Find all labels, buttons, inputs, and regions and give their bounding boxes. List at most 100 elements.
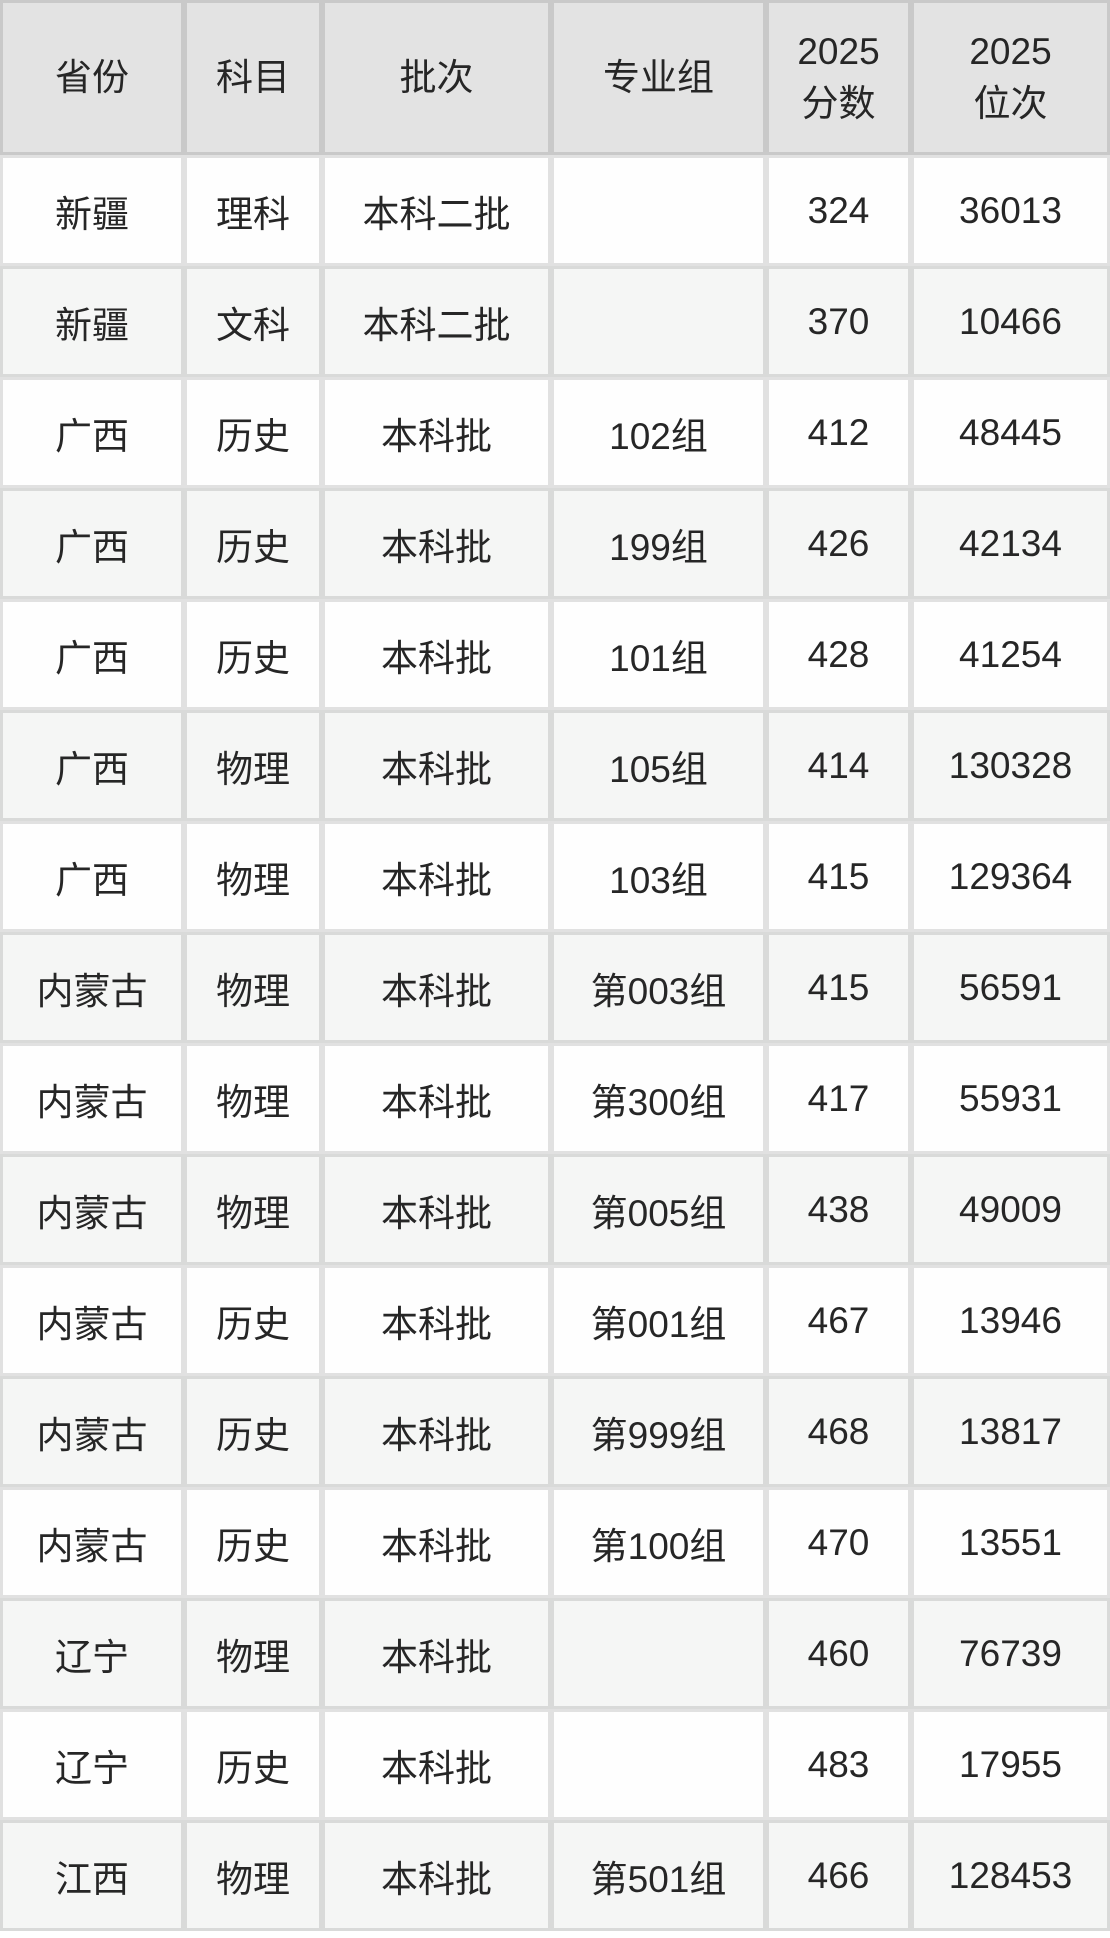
cell-major-group: 105组 — [551, 710, 766, 821]
cell-major-group: 101组 — [551, 599, 766, 710]
table-row: 内蒙古 物理 本科批 第003组 415 56591 — [0, 932, 1110, 1043]
cell-score-2025: 415 — [766, 932, 911, 1043]
cell-province: 广西 — [0, 710, 184, 821]
cell-score-2025: 426 — [766, 488, 911, 599]
cell-batch: 本科批 — [322, 1820, 551, 1931]
cell-score-2025: 414 — [766, 710, 911, 821]
col-header-batch-label: 批次 — [399, 56, 474, 98]
cell-score-2025: 438 — [766, 1154, 911, 1265]
col-header-rank-2025: 2025 位次 — [911, 0, 1110, 155]
cell-major-group: 第003组 — [551, 932, 766, 1043]
col-header-major-group: 专业组 — [551, 0, 766, 155]
table-row: 广西 历史 本科批 102组 412 48445 — [0, 377, 1110, 488]
cell-province: 广西 — [0, 599, 184, 710]
table-row: 新疆 文科 本科二批 370 10466 — [0, 266, 1110, 377]
cell-province: 辽宁 — [0, 1709, 184, 1820]
col-header-score-2025: 2025 分数 — [766, 0, 911, 155]
cell-major-group — [551, 266, 766, 377]
cell-subject: 历史 — [184, 599, 322, 710]
cell-province: 内蒙古 — [0, 1154, 184, 1265]
cell-score-2025: 428 — [766, 599, 911, 710]
cell-major-group: 第100组 — [551, 1487, 766, 1598]
col-header-score-2025-label: 分数 — [801, 82, 876, 124]
cell-rank-2025: 42134 — [911, 488, 1110, 599]
cell-province: 内蒙古 — [0, 932, 184, 1043]
cell-rank-2025: 13551 — [911, 1487, 1110, 1598]
cell-subject: 物理 — [184, 932, 322, 1043]
cell-subject: 物理 — [184, 821, 322, 932]
table-row: 江西 物理 本科批 第501组 466 128453 — [0, 1820, 1110, 1931]
table-row: 内蒙古 物理 本科批 第005组 438 49009 — [0, 1154, 1110, 1265]
cell-rank-2025: 128453 — [911, 1820, 1110, 1931]
cell-province: 新疆 — [0, 266, 184, 377]
cell-score-2025: 470 — [766, 1487, 911, 1598]
cell-rank-2025: 56591 — [911, 932, 1110, 1043]
col-header-batch: 批次 — [322, 0, 551, 155]
cell-rank-2025: 48445 — [911, 377, 1110, 488]
cell-batch: 本科批 — [322, 1154, 551, 1265]
cell-major-group: 第501组 — [551, 1820, 766, 1931]
cell-major-group: 第300组 — [551, 1043, 766, 1154]
cell-rank-2025: 41254 — [911, 599, 1110, 710]
cell-score-2025: 467 — [766, 1265, 911, 1376]
cell-province: 江西 — [0, 1820, 184, 1931]
cell-score-2025: 483 — [766, 1709, 911, 1820]
cell-major-group: 第005组 — [551, 1154, 766, 1265]
cell-major-group: 102组 — [551, 377, 766, 488]
cell-province: 内蒙古 — [0, 1376, 184, 1487]
cell-rank-2025: 13946 — [911, 1265, 1110, 1376]
cell-major-group: 199组 — [551, 488, 766, 599]
cell-major-group: 第999组 — [551, 1376, 766, 1487]
table-row: 广西 历史 本科批 101组 428 41254 — [0, 599, 1110, 710]
cell-subject: 物理 — [184, 710, 322, 821]
table-row: 内蒙古 物理 本科批 第300组 417 55931 — [0, 1043, 1110, 1154]
cell-rank-2025: 36013 — [911, 155, 1110, 266]
col-header-province-label: 省份 — [55, 56, 129, 98]
cell-batch: 本科批 — [322, 488, 551, 599]
cell-score-2025: 370 — [766, 266, 911, 377]
cell-province: 广西 — [0, 488, 184, 599]
col-header-subject: 科目 — [184, 0, 322, 155]
cell-score-2025: 460 — [766, 1598, 911, 1709]
cell-rank-2025: 130328 — [911, 710, 1110, 821]
cell-subject: 历史 — [184, 377, 322, 488]
cell-score-2025: 412 — [766, 377, 911, 488]
cell-subject: 历史 — [184, 488, 322, 599]
cell-rank-2025: 17955 — [911, 1709, 1110, 1820]
cell-province: 广西 — [0, 821, 184, 932]
cell-score-2025: 466 — [766, 1820, 911, 1931]
cell-score-2025: 417 — [766, 1043, 911, 1154]
col-header-province: 省份 — [0, 0, 184, 155]
cell-subject: 历史 — [184, 1709, 322, 1820]
cell-rank-2025: 13817 — [911, 1376, 1110, 1487]
table-row: 新疆 理科 本科二批 324 36013 — [0, 155, 1110, 266]
col-header-score-2025-year: 2025 — [797, 30, 880, 72]
cell-batch: 本科批 — [322, 1598, 551, 1709]
col-header-major-group-label: 专业组 — [603, 56, 714, 98]
cell-batch: 本科批 — [322, 932, 551, 1043]
cell-subject: 历史 — [184, 1376, 322, 1487]
table-row: 内蒙古 历史 本科批 第999组 468 13817 — [0, 1376, 1110, 1487]
cell-batch: 本科二批 — [322, 155, 551, 266]
cell-province: 新疆 — [0, 155, 184, 266]
table-row: 内蒙古 历史 本科批 第001组 467 13946 — [0, 1265, 1110, 1376]
cell-subject: 物理 — [184, 1154, 322, 1265]
cell-batch: 本科二批 — [322, 266, 551, 377]
cell-subject: 文科 — [184, 266, 322, 377]
cell-batch: 本科批 — [322, 1376, 551, 1487]
cell-rank-2025: 55931 — [911, 1043, 1110, 1154]
cell-batch: 本科批 — [322, 1487, 551, 1598]
cell-batch: 本科批 — [322, 710, 551, 821]
cell-subject: 物理 — [184, 1820, 322, 1931]
cell-rank-2025: 76739 — [911, 1598, 1110, 1709]
cell-province: 广西 — [0, 377, 184, 488]
cell-province: 内蒙古 — [0, 1487, 184, 1598]
table-row: 广西 物理 本科批 105组 414 130328 — [0, 710, 1110, 821]
col-header-rank-2025-label: 位次 — [973, 82, 1048, 124]
cell-batch: 本科批 — [322, 1709, 551, 1820]
cell-major-group — [551, 1709, 766, 1820]
cell-subject: 理科 — [184, 155, 322, 266]
cell-subject: 物理 — [184, 1043, 322, 1154]
cell-batch: 本科批 — [322, 821, 551, 932]
